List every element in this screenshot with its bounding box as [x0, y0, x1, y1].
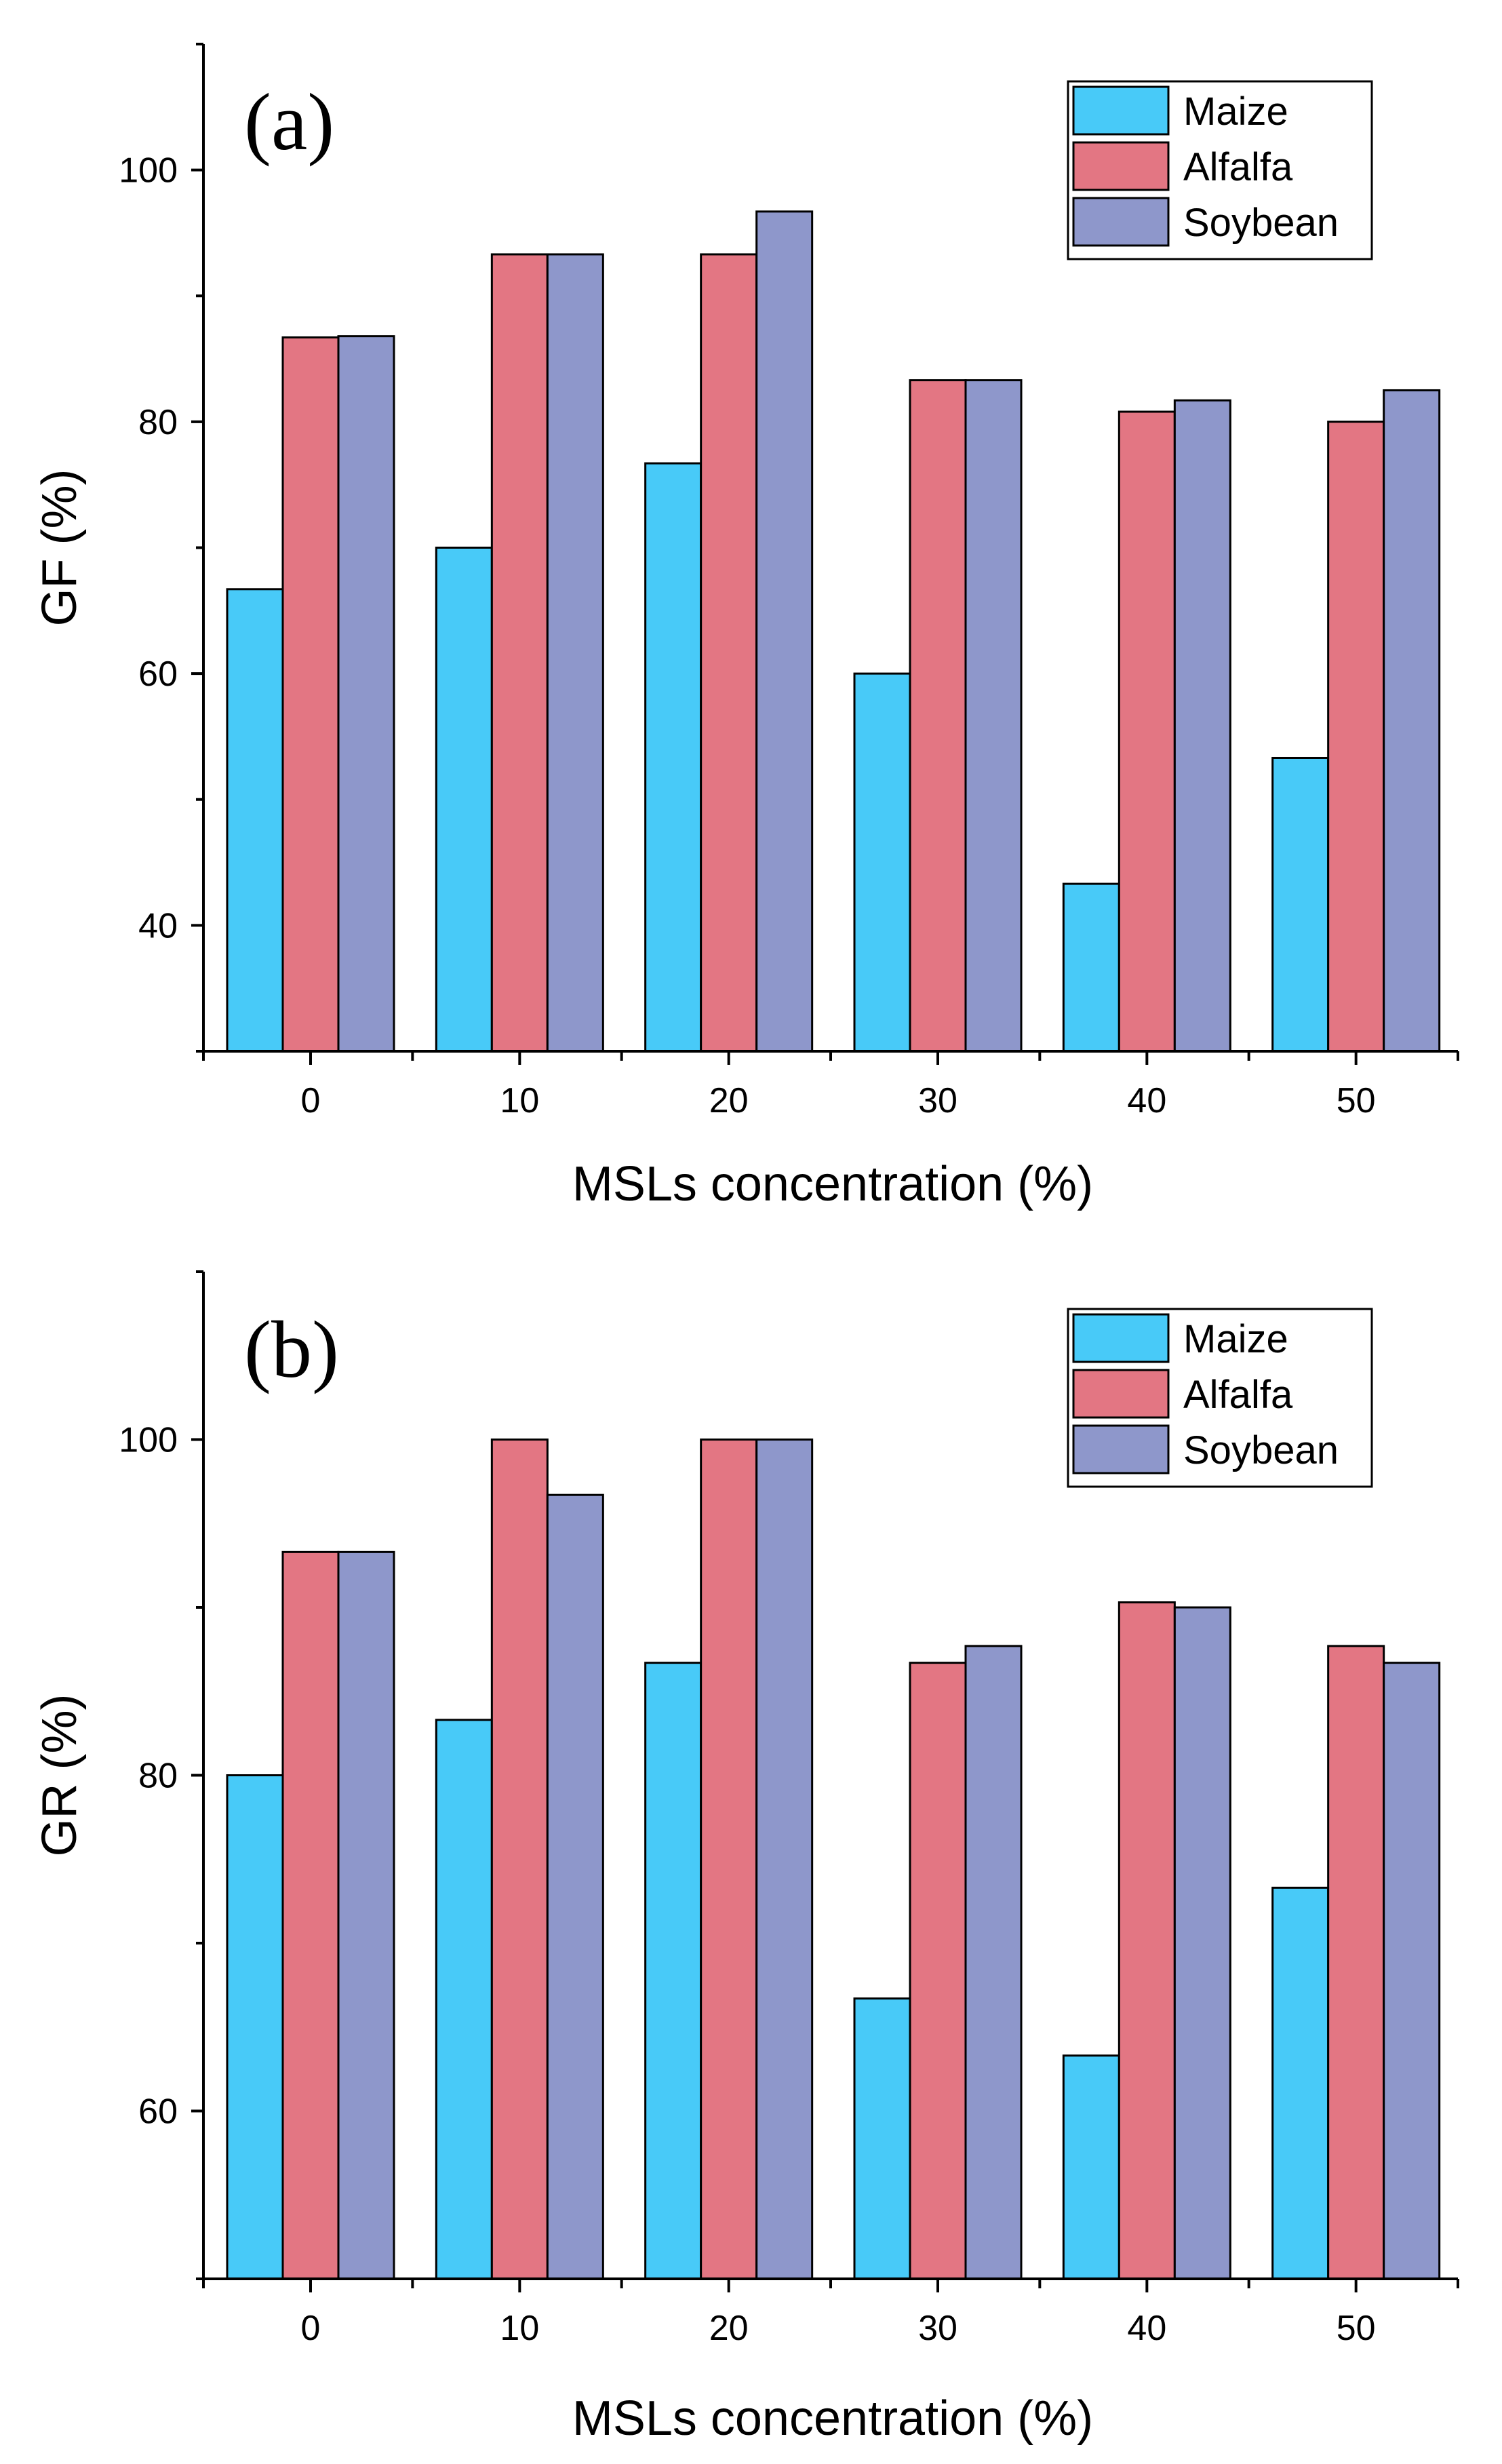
bar-soybean-30: [964, 379, 1023, 1053]
bar-soybean-20: [755, 1439, 814, 2280]
bar-alfalfa-10: [490, 253, 549, 1053]
bar-maize-30: [853, 1997, 911, 2280]
x-axis-title: MSLs concentration (%): [572, 1157, 1093, 1211]
bar-alfalfa-20: [700, 1439, 758, 2280]
x-tick-label: 20: [709, 1081, 749, 1120]
bar-maize-0: [226, 1774, 284, 2280]
legend-label-maize: Maize: [1183, 1317, 1288, 1361]
legend-label-alfalfa: Alfalfa: [1183, 145, 1293, 189]
bar-alfalfa-30: [909, 1662, 967, 2280]
bar-alfalfa-0: [281, 336, 340, 1053]
legend-swatch-alfalfa: [1072, 141, 1170, 191]
bar-soybean-0: [337, 335, 395, 1053]
x-tick-label: 30: [918, 2309, 957, 2348]
bar-alfalfa-40: [1118, 410, 1176, 1053]
legend-swatch-alfalfa: [1072, 1369, 1170, 1419]
bar-soybean-20: [755, 210, 814, 1053]
x-tick-label: 30: [918, 1081, 957, 1120]
x-tick-label: 20: [709, 2309, 749, 2348]
bar-soybean-10: [546, 1493, 604, 2280]
bar-maize-20: [644, 1662, 703, 2280]
bar-alfalfa-40: [1118, 1601, 1176, 2280]
bar-maize-10: [435, 1719, 493, 2280]
y-tick-label: 40: [138, 906, 178, 945]
legend-swatch-soybean: [1072, 1424, 1170, 1474]
bar-maize-20: [644, 462, 703, 1053]
bar-maize-10: [435, 547, 493, 1053]
bar-maize-50: [1271, 756, 1330, 1053]
bar-maize-40: [1062, 2054, 1120, 2280]
x-tick-label: 40: [1127, 2309, 1166, 2348]
bar-soybean-50: [1383, 1662, 1441, 2280]
legend-label-soybean: Soybean: [1183, 1428, 1339, 1472]
x-axis-title: MSLs concentration (%): [572, 2391, 1093, 2446]
panel-label: (a): [244, 77, 334, 167]
x-tick-label: 40: [1127, 1081, 1166, 1120]
panel-a: 40 60 80 100 0 10 20 30 40 50 MSLs concentration (…: [33, 43, 1459, 1211]
bar-soybean-40: [1173, 1606, 1231, 2280]
x-tick-label: 50: [1337, 1081, 1376, 1120]
bar-maize-50: [1271, 1886, 1330, 2280]
y-tick-label: 100: [119, 1421, 178, 1460]
x-tick-label: 0: [301, 1081, 321, 1120]
bar-maize-30: [853, 672, 911, 1053]
legend-swatch-maize: [1072, 1313, 1170, 1363]
bar-soybean-50: [1383, 389, 1441, 1053]
bar-soybean-10: [546, 253, 604, 1053]
bar-maize-0: [226, 588, 284, 1053]
legend-label-maize: Maize: [1183, 90, 1288, 134]
bar-alfalfa-50: [1327, 1645, 1385, 2280]
bar-maize-40: [1062, 882, 1120, 1053]
y-tick-label: 100: [119, 151, 178, 191]
legend-label-soybean: Soybean: [1183, 201, 1339, 245]
x-tick-label: 10: [500, 1081, 539, 1120]
x-tick-label: 10: [500, 2309, 539, 2348]
y-tick-label: 80: [138, 1757, 178, 1796]
bar-soybean-30: [964, 1645, 1023, 2280]
bar-soybean-0: [337, 1550, 395, 2280]
bar-alfalfa-0: [281, 1550, 340, 2280]
panel-b: 60 80 100 0 10 20 30 40 50 MSLs concentration (%)…: [33, 1270, 1459, 2446]
y-tick-label: 60: [138, 2092, 178, 2132]
bar-alfalfa-50: [1327, 421, 1385, 1053]
bar-alfalfa-10: [490, 1439, 549, 2280]
x-tick-label: 50: [1337, 2309, 1376, 2348]
y-tick-label: 80: [138, 403, 178, 442]
bar-alfalfa-20: [700, 253, 758, 1053]
legend-swatch-maize: [1072, 85, 1170, 136]
bar-alfalfa-30: [909, 379, 967, 1053]
y-tick-label: 60: [138, 654, 178, 694]
bar-soybean-40: [1173, 399, 1231, 1053]
panel-label: (b): [244, 1304, 339, 1394]
x-tick-label: 0: [301, 2309, 321, 2348]
legend-swatch-soybean: [1072, 197, 1170, 247]
y-axis-title: GR (%): [33, 1694, 87, 1857]
y-axis-title: GF (%): [33, 469, 87, 627]
legend-label-alfalfa: Alfalfa: [1183, 1373, 1293, 1417]
